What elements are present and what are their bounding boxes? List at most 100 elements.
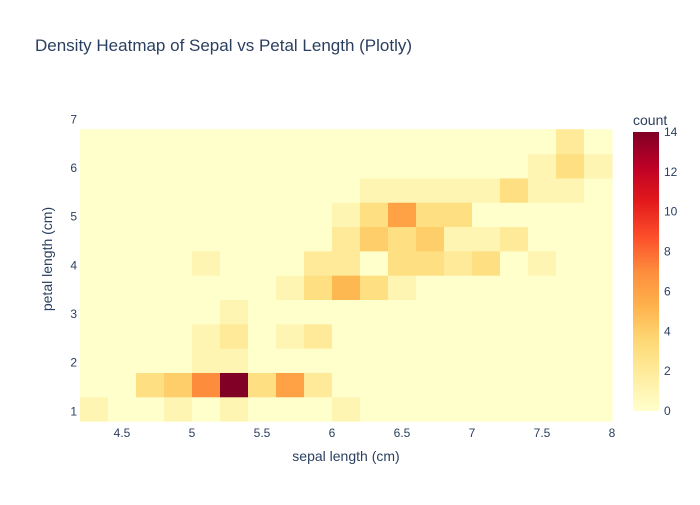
- heatmap-cell: [360, 299, 389, 325]
- heatmap-cell: [416, 275, 445, 301]
- heatmap-cell: [108, 299, 137, 325]
- heatmap-cell: [80, 129, 109, 155]
- colorbar-title: count: [633, 112, 667, 128]
- heatmap-cell: [304, 372, 333, 398]
- colorbar-tick-label: 4: [664, 324, 671, 338]
- heatmap-cell: [584, 396, 613, 422]
- heatmap-cell: [332, 348, 361, 373]
- heatmap-cell: [220, 202, 249, 228]
- heatmap-cell: [556, 299, 585, 325]
- heatmap-cell: [444, 396, 473, 422]
- heatmap-cell: [164, 323, 193, 349]
- x-tick-label: 7.5: [534, 426, 551, 440]
- heatmap-cell: [164, 226, 193, 252]
- heatmap-cell: [528, 177, 557, 203]
- heatmap-cell: [444, 323, 473, 349]
- heatmap-cell: [164, 202, 193, 228]
- heatmap-cell: [444, 226, 473, 252]
- colorbar-tick-label: 2: [664, 364, 671, 378]
- heatmap-cell: [360, 396, 389, 422]
- heatmap-cell: [108, 202, 137, 228]
- heatmap-cell: [584, 372, 613, 398]
- heatmap-cell: [528, 250, 557, 276]
- heatmap-cell: [276, 202, 305, 228]
- heatmap-cell: [192, 348, 221, 373]
- heatmap-cell: [276, 275, 305, 301]
- heatmap-cell: [500, 226, 529, 252]
- heatmap-cell: [248, 153, 277, 179]
- heatmap-cell: [136, 275, 165, 301]
- heatmap-cell: [472, 323, 501, 349]
- heatmap-cell: [360, 153, 389, 179]
- heatmap-cell: [248, 250, 277, 276]
- heatmap-cell: [416, 202, 445, 228]
- heatmap-cell: [416, 153, 445, 179]
- heatmap-cell: [472, 299, 501, 325]
- chart-title: Density Heatmap of Sepal vs Petal Length…: [35, 36, 412, 55]
- heatmap-cell: [388, 299, 417, 325]
- heatmap-cell: [444, 153, 473, 179]
- heatmap-cell: [164, 396, 193, 422]
- heatmap-cell: [108, 177, 137, 203]
- heatmap-cell: [248, 226, 277, 252]
- heatmap-cell: [192, 323, 221, 349]
- heatmap-cell: [500, 177, 529, 203]
- heatmap-cell: [472, 153, 501, 179]
- heatmap-cell: [276, 299, 305, 325]
- heatmap-cell: [528, 396, 557, 422]
- heatmap-cell: [80, 348, 109, 373]
- heatmap-cell: [304, 250, 333, 276]
- heatmap-cell: [80, 299, 109, 325]
- heatmap-cell: [444, 372, 473, 398]
- heatmap-cell: [500, 372, 529, 398]
- heatmap-cell: [108, 250, 137, 276]
- heatmap-cell: [304, 299, 333, 325]
- y-tick-label: 4: [70, 258, 77, 272]
- heatmap-cell: [360, 177, 389, 203]
- heatmap-cell: [192, 202, 221, 228]
- x-tick-label: 7: [469, 426, 476, 440]
- heatmap-cell: [584, 323, 613, 349]
- heatmap-cell: [304, 129, 333, 155]
- heatmap-cell: [528, 153, 557, 179]
- heatmap-cell: [192, 396, 221, 422]
- heatmap-cell: [248, 348, 277, 373]
- heatmap-cell: [556, 250, 585, 276]
- heatmap-cell: [360, 323, 389, 349]
- heatmap-cell: [136, 129, 165, 155]
- heatmap-cell: [388, 177, 417, 203]
- heatmap-cell: [528, 202, 557, 228]
- x-tick-label: 8: [609, 426, 616, 440]
- heatmap-cell: [332, 226, 361, 252]
- heatmap-cell: [528, 226, 557, 252]
- heatmap-cell: [528, 275, 557, 301]
- heatmap-cell: [304, 323, 333, 349]
- heatmap-cell: [304, 226, 333, 252]
- heatmap-cell: [472, 372, 501, 398]
- heatmap-cell: [164, 275, 193, 301]
- heatmap-cell: [332, 323, 361, 349]
- heatmap-cell: [528, 348, 557, 373]
- heatmap-cell: [500, 275, 529, 301]
- heatmap-cell: [360, 202, 389, 228]
- heatmap-cell: [332, 153, 361, 179]
- heatmap-cell: [80, 250, 109, 276]
- heatmap-cell: [416, 129, 445, 155]
- heatmap-cell: [528, 323, 557, 349]
- heatmap-cell: [136, 323, 165, 349]
- heatmap-cell: [500, 129, 529, 155]
- y-axis-ticks: 1 2 3 4 5 6 7: [70, 113, 77, 419]
- heatmap-cell: [556, 177, 585, 203]
- heatmap-cell: [444, 348, 473, 373]
- heatmap-cell: [276, 153, 305, 179]
- heatmap-cell: [556, 226, 585, 252]
- heatmap-cell: [472, 348, 501, 373]
- heatmap-cell: [388, 202, 417, 228]
- heatmap-cell: [220, 129, 249, 155]
- heatmap-cell: [416, 299, 445, 325]
- y-axis-label: petal length (cm): [39, 207, 55, 311]
- heatmap-cell: [332, 372, 361, 398]
- heatmap-cell: [192, 177, 221, 203]
- x-axis-label: sepal length (cm): [292, 448, 399, 464]
